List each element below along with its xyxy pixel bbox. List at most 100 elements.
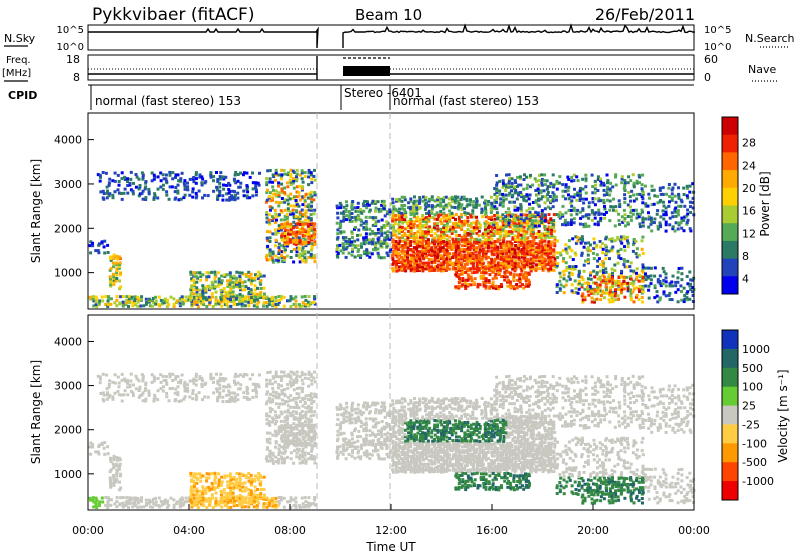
power-cell (540, 244, 544, 248)
power-cell (109, 297, 113, 301)
power-cell (671, 227, 675, 231)
power-cell (294, 303, 298, 307)
power-cell (401, 259, 405, 263)
power-cell (487, 281, 491, 284)
power-cell (207, 271, 211, 275)
power-cell (410, 253, 413, 257)
power-cell (282, 258, 286, 262)
power-cell (281, 232, 285, 236)
power-cell (403, 210, 407, 213)
power-cell (312, 212, 316, 216)
power-cell (380, 241, 383, 245)
power-cell (504, 231, 508, 235)
power-cell (677, 196, 681, 200)
velocity-cell (254, 390, 258, 393)
power-cell (525, 213, 529, 217)
power-cell (676, 213, 680, 217)
power-cell (271, 252, 275, 256)
power-cell (616, 261, 620, 265)
power-cell (413, 195, 416, 199)
power-cell (523, 173, 526, 177)
power-cell (309, 226, 313, 230)
power-cell (626, 245, 630, 249)
velocity-cell (201, 474, 205, 478)
velocity-cell (116, 458, 120, 462)
power-cell (541, 234, 545, 238)
power-cell (540, 173, 544, 177)
power-cell (641, 197, 645, 201)
power-cell (415, 217, 419, 221)
power-cell (449, 225, 453, 229)
nave-tick-top: 60 (704, 53, 718, 66)
power-cell (211, 283, 215, 286)
power-cell (656, 300, 660, 304)
power-cell (436, 227, 440, 231)
velocity-cell (207, 476, 211, 480)
power-cell (494, 272, 498, 276)
power-cell (558, 210, 562, 214)
power-cell (483, 201, 487, 205)
power-cell (250, 279, 254, 282)
power-cell (504, 189, 508, 192)
power-cell (436, 249, 440, 253)
power-cell (495, 191, 499, 194)
power-cell (586, 253, 590, 257)
power-cell (123, 175, 127, 179)
velocity-cell (247, 505, 251, 509)
power-cell (505, 257, 509, 261)
power-cell (686, 212, 690, 216)
power-cell (298, 210, 302, 214)
velocity-cell (200, 377, 204, 380)
power-cell (501, 179, 505, 183)
velocity-cell (220, 495, 224, 499)
power-cell (580, 235, 584, 239)
power-cell (664, 213, 668, 217)
power-cell (474, 249, 478, 253)
power-cell (508, 210, 512, 214)
power-cell (141, 177, 145, 181)
power-cell (418, 255, 422, 259)
power-cell (273, 221, 277, 224)
power-cell (141, 197, 145, 201)
velocity-cell (107, 395, 111, 399)
power-cell (629, 211, 633, 215)
power-cell (602, 188, 606, 192)
power-cell (522, 276, 526, 280)
power-cell (658, 188, 662, 192)
power-cell (608, 273, 612, 277)
power-cell (392, 223, 396, 227)
power-cell (656, 278, 660, 282)
power-cell (301, 213, 305, 217)
velocity-cell (222, 501, 226, 505)
power-cell (528, 259, 532, 263)
power-cell (395, 235, 399, 239)
power-cell (536, 192, 540, 196)
power-cell (593, 212, 597, 216)
power-cell (501, 228, 505, 232)
power-cell (622, 208, 626, 212)
power-cell (374, 224, 378, 227)
power-cell (576, 191, 580, 195)
power-cell (161, 187, 165, 191)
power-cell (301, 185, 305, 189)
power-cell (351, 247, 355, 251)
velocity-cell (221, 377, 225, 381)
velocity-cell (276, 432, 280, 436)
velocity-cell (268, 441, 272, 445)
velocity-cell (132, 383, 135, 387)
power-cell (428, 269, 432, 273)
power-cell (217, 193, 221, 197)
velocity-cell (239, 489, 242, 493)
power-cell (289, 180, 293, 184)
power-cell (514, 244, 518, 247)
power-cell (192, 302, 196, 306)
power-cell (274, 171, 278, 175)
power-cell (661, 186, 665, 190)
power-cell (433, 205, 437, 209)
power-cell (495, 200, 498, 204)
velocity-cell (100, 496, 104, 500)
velocity-cell (219, 501, 223, 505)
power-cell (623, 213, 627, 217)
power-cell (416, 225, 420, 229)
velocity-cell (289, 496, 293, 500)
